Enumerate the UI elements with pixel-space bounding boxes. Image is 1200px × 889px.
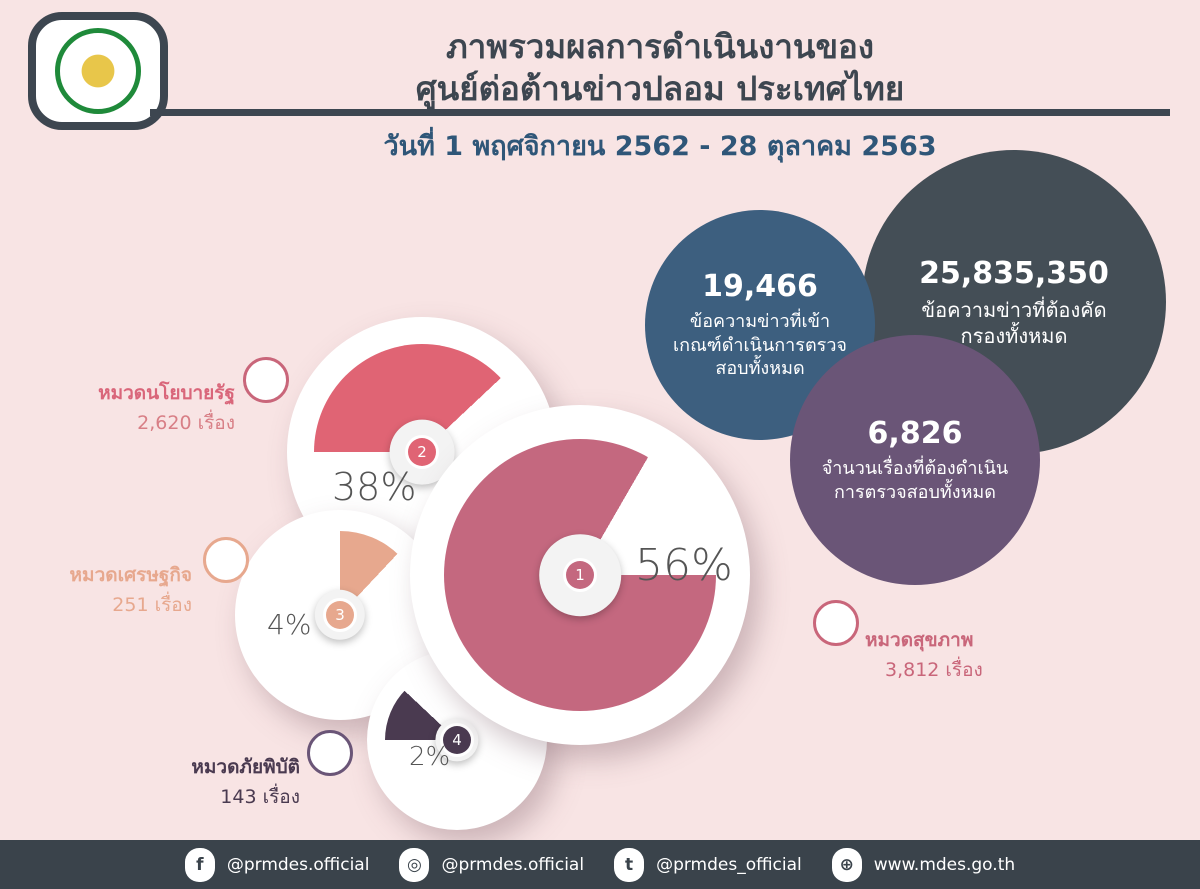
ministry-logo xyxy=(28,12,168,130)
footer-social-bar: f @prmdes.official ◎ @prmdes.official t @pr… xyxy=(0,840,1200,889)
header-divider xyxy=(150,109,1170,116)
instagram-handle: @prmdes.official xyxy=(441,854,585,875)
twitter-handle: @prmdes_official xyxy=(656,854,802,875)
government-building-icon xyxy=(243,357,289,403)
percent-label: 56% xyxy=(635,540,733,591)
globe-icon: ⊕ xyxy=(831,847,862,882)
percent-label: 38% xyxy=(332,465,417,509)
stat-label: ข้อความข่าวที่เข้าเกณฑ์ดำเนินการตรวจสอบท… xyxy=(673,311,847,380)
category-count: 3,812 เรื่อง xyxy=(885,659,983,681)
disaster-icon xyxy=(307,730,353,776)
instagram-link[interactable]: ◎ @prmdes.official xyxy=(399,847,585,882)
percent-label: 2% xyxy=(409,742,451,772)
website-link[interactable]: ⊕ www.mdes.go.th xyxy=(831,847,1016,882)
stat-value: 25,835,350 xyxy=(919,255,1109,291)
instagram-icon: ◎ xyxy=(399,847,430,882)
medicine-icon xyxy=(813,600,859,646)
pie-health: 1 56% xyxy=(410,405,750,745)
category-name: หมวดภัยพิบัติ xyxy=(191,756,300,778)
category-disaster: หมวดภัยพิบัติ 143 เรื่อง xyxy=(90,752,300,812)
category-count: 143 เรื่อง xyxy=(220,786,300,808)
stat-label: จำนวนเรื่องที่ต้องดำเนินการตรวจสอบทั้งหม… xyxy=(821,458,1009,503)
rank-badge: 4 xyxy=(443,726,471,754)
stat-cases-checked: 6,826 จำนวนเรื่องที่ต้องดำเนินการตรวจสอบ… xyxy=(790,335,1040,585)
twitter-link[interactable]: t @prmdes_official xyxy=(614,847,802,882)
stat-total-screened: 25,835,350 ข้อความข่าวที่ต้องคัดกรองทั้ง… xyxy=(862,150,1166,454)
facebook-icon: f xyxy=(184,847,215,882)
website-url: www.mdes.go.th xyxy=(873,854,1016,875)
twitter-icon: t xyxy=(614,847,645,882)
category-name: หมวดเศรษฐกิจ xyxy=(69,564,192,586)
rank-badge: 1 xyxy=(566,561,594,589)
category-name: หมวดสุขภาพ xyxy=(865,629,974,651)
category-count: 2,620 เรื่อง xyxy=(137,412,235,434)
rank-badge: 3 xyxy=(326,601,354,629)
category-count: 251 เรื่อง xyxy=(112,594,192,616)
piggy-bank-icon xyxy=(203,537,249,583)
stat-label: ข้อความข่าวที่ต้องคัดกรองทั้งหมด xyxy=(921,297,1107,348)
page-title-line2: ศูนย์ต่อต้านข่าวปลอม ประเทศไทย xyxy=(415,69,905,108)
percent-label: 4% xyxy=(267,608,312,641)
stat-value: 6,826 xyxy=(867,416,963,452)
stat-value: 19,466 xyxy=(702,269,818,305)
category-economy: หมวดเศรษฐกิจ 251 เรื่อง xyxy=(10,560,192,620)
page-title-line1: ภาพรวมผลการดำเนินงานของ xyxy=(446,27,874,66)
date-range: วันที่ 1 พฤศจิกายน 2562 - 28 ตุลาคม 2563 xyxy=(383,131,937,162)
category-health: หมวดสุขภาพ 3,812 เรื่อง xyxy=(865,625,1015,685)
category-name: หมวดนโยบายรัฐ xyxy=(98,382,235,404)
ministry-seal-icon xyxy=(55,28,141,114)
facebook-handle: @prmdes.official xyxy=(226,854,370,875)
category-policy: หมวดนโยบายรัฐ 2,620 เรื่อง xyxy=(20,378,235,438)
facebook-link[interactable]: f @prmdes.official xyxy=(184,847,370,882)
rank-badge: 2 xyxy=(408,438,436,466)
